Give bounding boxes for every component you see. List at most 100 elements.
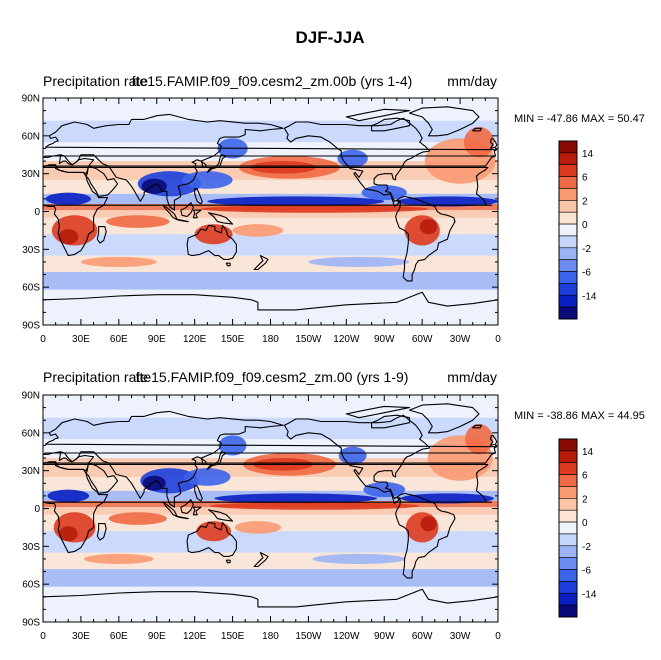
- blob-indian-ocean-wet: [106, 215, 170, 228]
- blob-bay-of-bengal: [142, 475, 166, 491]
- colorbar-label: 0: [582, 220, 588, 231]
- colorbar-label: 0: [582, 518, 588, 529]
- coastline-11: [180, 499, 194, 515]
- lon-tick-label: 150E: [221, 334, 245, 345]
- lat-tick-label: 30N: [22, 466, 40, 477]
- colorbar-label: -2: [582, 542, 591, 553]
- lon-tick-label: 60W: [412, 334, 433, 345]
- lat-tick-label: 60N: [22, 131, 40, 142]
- blob-central-america-dry: [363, 482, 406, 498]
- blob-spcz: [232, 224, 284, 237]
- blob-atlantic-itcz-dry: [400, 493, 494, 504]
- colorbar-box: [558, 592, 578, 606]
- lon-tick-label: 150W: [295, 334, 322, 345]
- coastline-16: [253, 552, 269, 568]
- lat-tick-label: 0: [34, 207, 40, 218]
- colorbar-box: [558, 545, 578, 558]
- lat-tick-label: 0: [34, 504, 40, 515]
- lat-tick-label: 30S: [22, 542, 40, 553]
- panel-1: Precipitation rate fte15.FAMIP.f09_f09.c…: [22, 73, 645, 345]
- colorbar-box: [558, 140, 578, 154]
- colorbar-box: [558, 498, 578, 511]
- blob-south-pacific-dry: [312, 553, 406, 564]
- coastline-12: [192, 506, 202, 516]
- colorbar-box: [558, 557, 578, 570]
- lat-tick-label: 90S: [22, 618, 40, 629]
- blob-pacific-itcz-dry: [207, 196, 385, 207]
- band-subtropic-south: [43, 234, 498, 256]
- lon-tick-label: 90W: [374, 334, 395, 345]
- map-field: [43, 395, 498, 622]
- lon-tick-label: 120E: [183, 631, 207, 642]
- coastline-9: [162, 501, 178, 517]
- lon-tick-label: 90E: [148, 334, 166, 345]
- lon-tick-label: 0: [495, 631, 501, 642]
- colorbar-box: [558, 200, 578, 213]
- band-equator-south: [43, 507, 498, 515]
- coastline-22: [345, 108, 411, 122]
- coastline-21: [371, 414, 411, 429]
- coastline-2: [43, 164, 493, 257]
- coastline-18: [283, 414, 431, 505]
- coastline-13: [208, 212, 234, 225]
- panel-2: Precipitation rate fte15.FAMIP.f09_f09.c…: [22, 369, 645, 642]
- coastline-12: [192, 209, 202, 219]
- colorbar-box: [558, 211, 578, 225]
- lon-tick-label: 150E: [221, 631, 245, 642]
- colorbar-label: -6: [582, 268, 591, 279]
- colorbar-box: [558, 533, 578, 547]
- coastline-15: [225, 559, 231, 564]
- colorbar-box: [558, 438, 578, 452]
- colorbar-box: [558, 247, 578, 260]
- coastline-18: [283, 117, 431, 208]
- lon-tick-label: 120E: [183, 334, 207, 345]
- colorbar-box: [558, 235, 578, 249]
- colorbar-label: -14: [582, 291, 597, 302]
- coastline-19: [395, 195, 456, 282]
- coastline-17: [194, 188, 203, 205]
- blob-north-atlantic-core: [465, 424, 493, 455]
- panel-2-units: mm/day: [447, 369, 497, 385]
- blob-central-america-dry: [361, 185, 407, 201]
- coastline-10: [175, 515, 189, 520]
- panel-1-map: [43, 98, 498, 325]
- panel-2-left-title: Precipitation rate: [43, 369, 148, 385]
- blob-amazon-core: [419, 219, 438, 235]
- colorbar-label: 2: [582, 494, 588, 505]
- coastline-7: [472, 127, 483, 132]
- coastline-3: [96, 523, 107, 541]
- colorbar-box: [558, 581, 578, 594]
- coastline-21: [371, 117, 411, 132]
- coastline-6: [489, 137, 498, 149]
- lon-tick-label: 150W: [295, 631, 322, 642]
- blob-pacific-equator-wet: [200, 205, 429, 213]
- lon-tick-label: 90W: [374, 631, 395, 642]
- figure-title: DJF-JJA: [296, 28, 365, 47]
- colorbar-box: [558, 259, 578, 272]
- blob-southern-africa-core: [58, 526, 78, 542]
- blob-australia-wet: [194, 224, 233, 245]
- lon-tick-label: 0: [40, 334, 46, 345]
- coastline-14: [186, 521, 237, 557]
- coastline-4: [85, 165, 119, 197]
- band-equator-south: [43, 210, 498, 218]
- lat-tick-label: 90N: [22, 391, 40, 402]
- coastline-5: [44, 410, 498, 508]
- band-southern-ocean: [43, 272, 498, 290]
- coastlines: [43, 106, 498, 325]
- colorbar-frame: [558, 140, 578, 320]
- coastline-23: [43, 291, 498, 325]
- blob-australia-wet: [196, 521, 232, 542]
- coastline-14: [186, 224, 237, 260]
- band-southern-ocean: [43, 569, 498, 587]
- coastline-19: [395, 492, 456, 579]
- coastline-4: [85, 462, 119, 494]
- blob-east-asia-dry: [182, 171, 233, 189]
- band-high-north: [43, 417, 498, 440]
- coastline-5: [44, 113, 498, 211]
- lon-tick-label: 30E: [72, 334, 90, 345]
- panel-2-map: [43, 395, 498, 622]
- lon-tick-label: 60E: [110, 334, 128, 345]
